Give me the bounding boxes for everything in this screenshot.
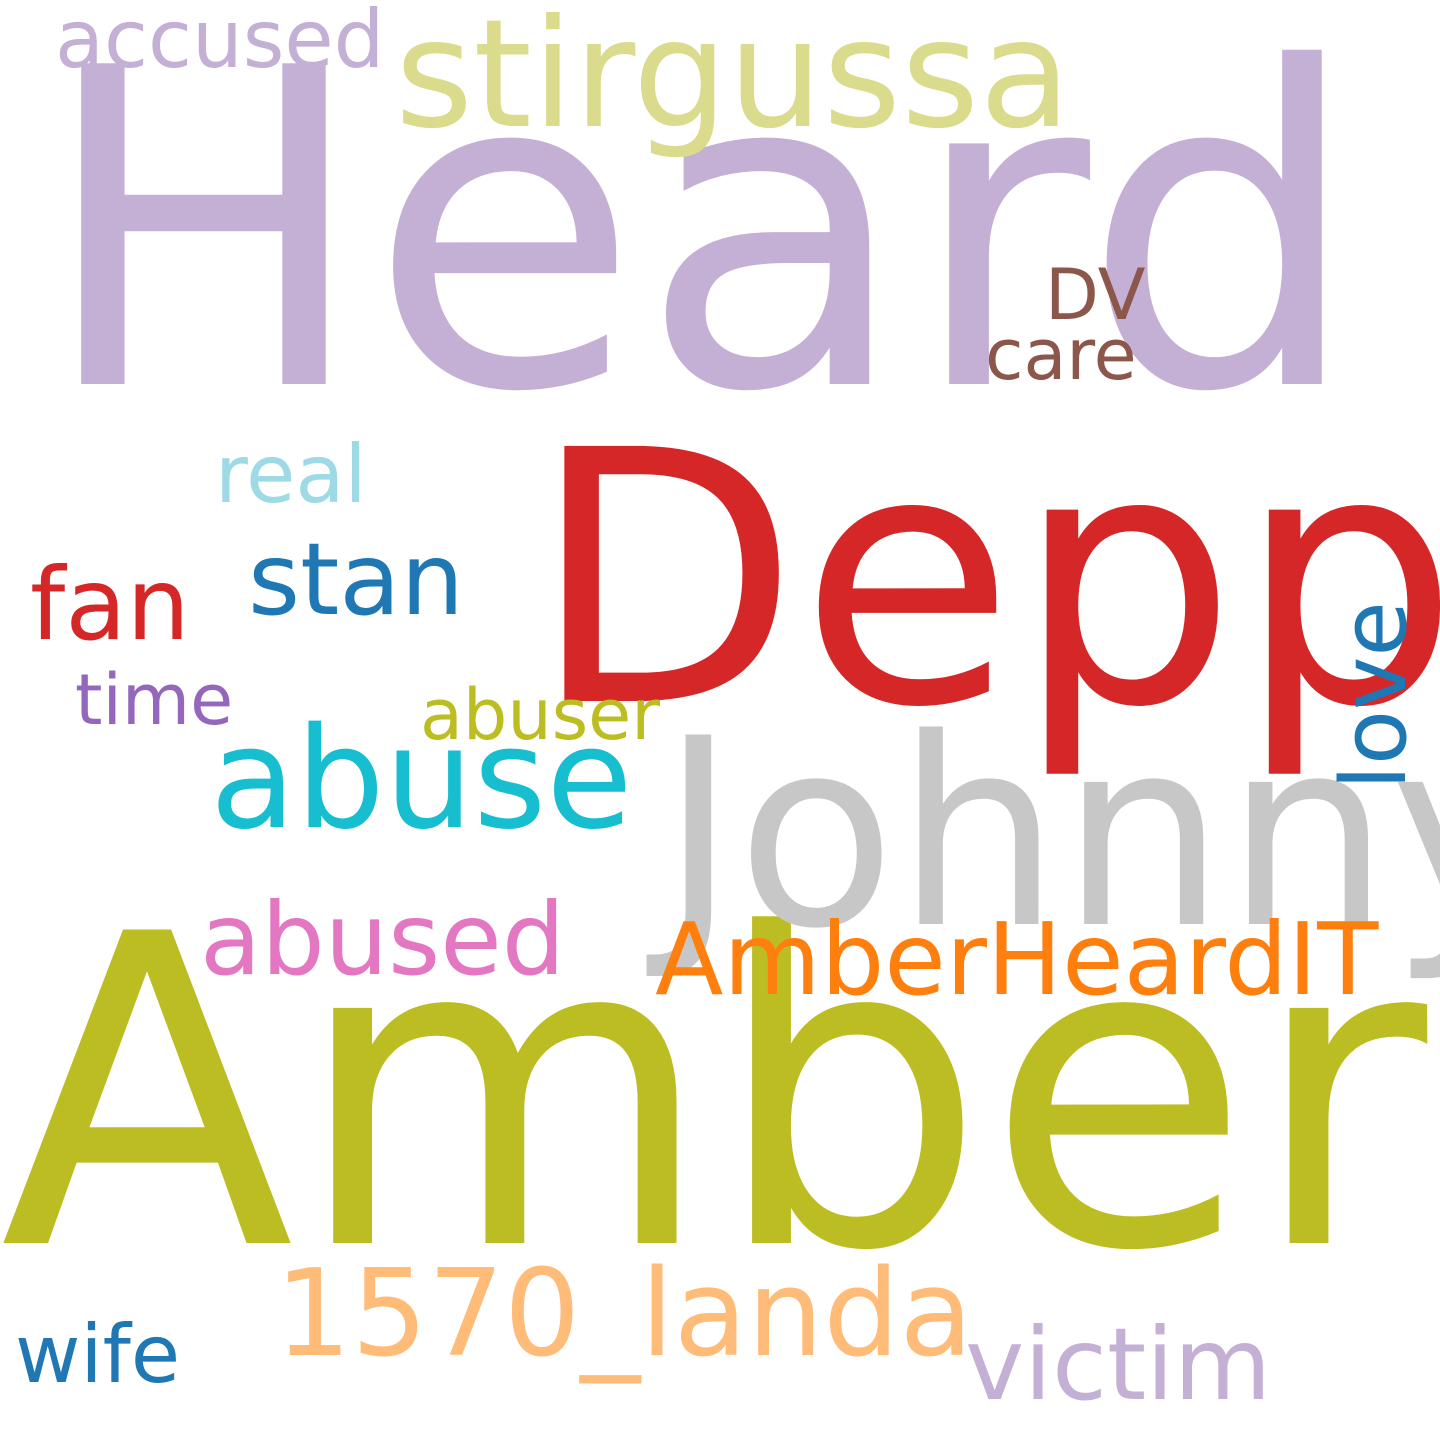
word-abuse: abuse <box>210 698 633 861</box>
word-real: real <box>215 428 367 521</box>
word-care: care <box>985 314 1137 396</box>
word-depp: Depp <box>530 376 1440 784</box>
word-accused: accused <box>55 0 385 86</box>
word-abused: abused <box>200 881 566 998</box>
word-1570-landa: 1570_landa <box>275 1245 974 1384</box>
word-amberheardit: AmberHeardIT <box>655 901 1379 1018</box>
word-wife: wife <box>15 1308 181 1401</box>
word-heard: Heard <box>38 0 1362 488</box>
word-abuser: abuser <box>420 674 661 756</box>
word-dv: DV <box>1045 254 1146 336</box>
word-amber: Amber <box>0 845 1428 1345</box>
word-johnny: Johnny <box>660 684 1440 986</box>
word-stan: stan <box>248 521 464 638</box>
word-stirgussa: stirgussa <box>395 0 1072 162</box>
word-love: love <box>1322 601 1427 790</box>
word-victim: victim <box>965 1306 1272 1423</box>
word-fan: fan <box>30 546 190 663</box>
word-time: time <box>75 659 234 741</box>
